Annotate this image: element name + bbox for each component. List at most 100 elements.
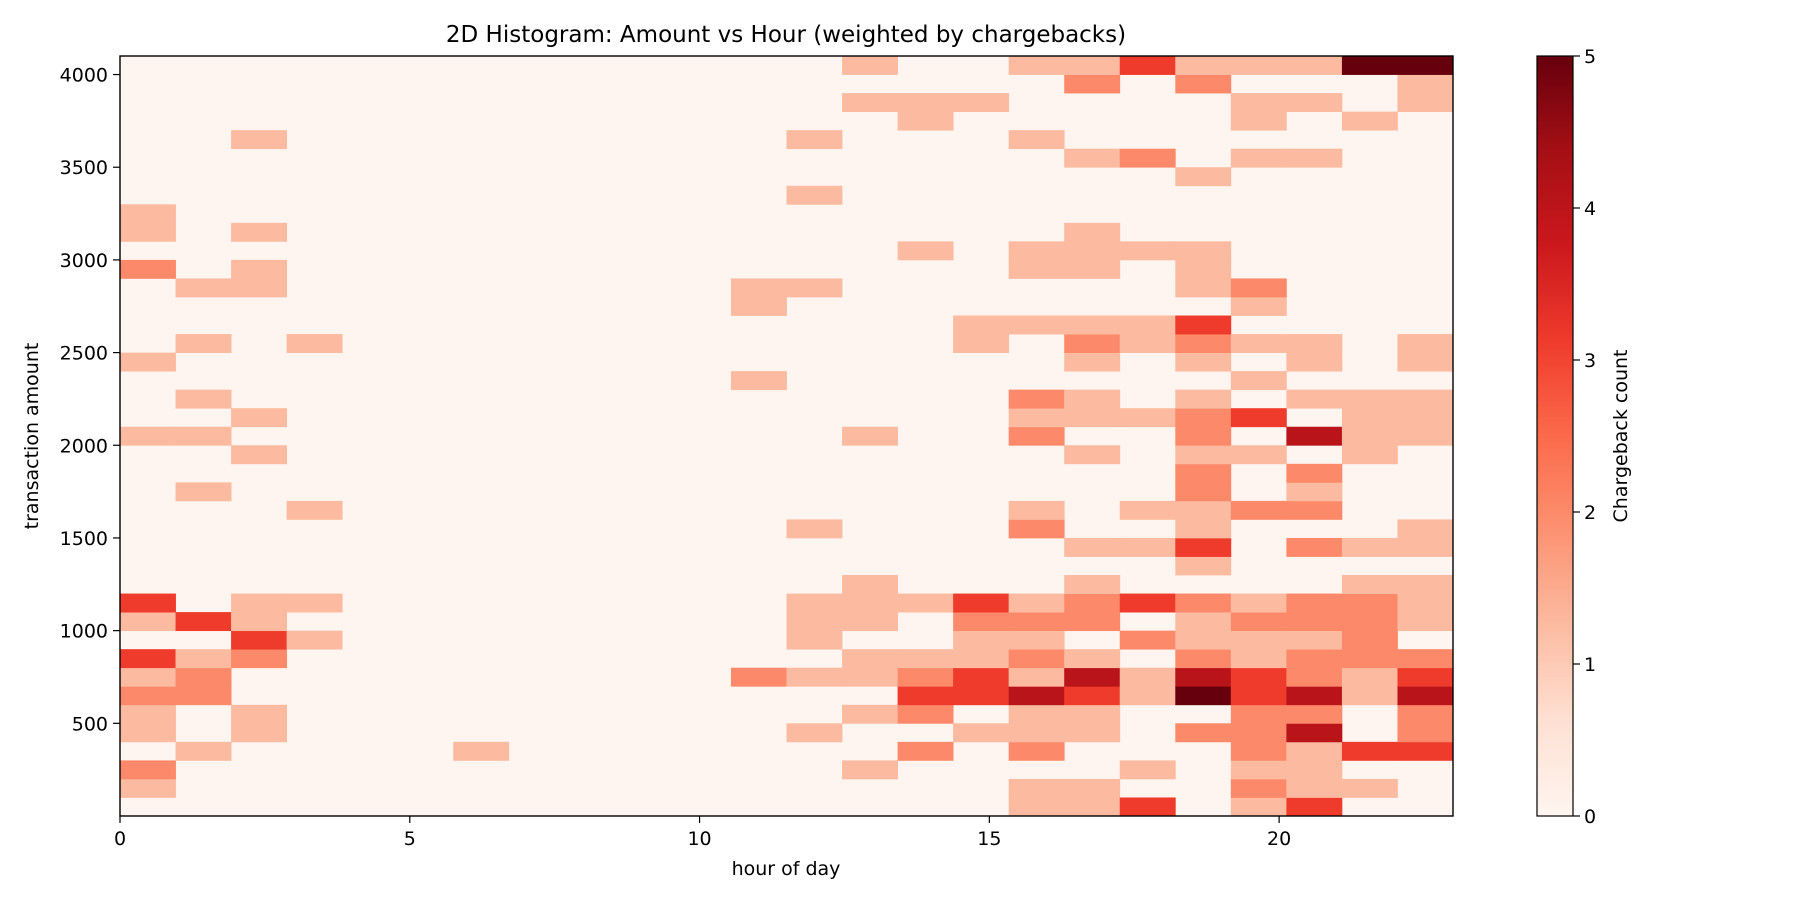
heatmap-cell: [1341, 445, 1398, 465]
heatmap-cell: [1064, 649, 1121, 669]
y-tick-label: 3000: [60, 250, 108, 272]
heatmap-cell: [1064, 593, 1121, 613]
heatmap-cell: [1341, 426, 1398, 446]
heatmap-cell: [786, 630, 843, 650]
heatmap-cell: [1175, 482, 1232, 502]
heatmap-cell: [1175, 315, 1232, 335]
heatmap-cell: [1175, 408, 1232, 428]
heatmap-cell: [1175, 649, 1232, 669]
heatmap-cell: [1397, 74, 1454, 94]
heatmap-cell: [231, 278, 288, 298]
heatmap-cell: [120, 760, 176, 780]
heatmap-cell: [1230, 797, 1287, 817]
heatmap-cell: [1341, 630, 1398, 650]
heatmap-cell: [842, 93, 898, 113]
heatmap-cell: [1230, 148, 1287, 168]
x-tick-label: 5: [404, 828, 416, 850]
y-tick-label: 1000: [60, 621, 108, 643]
heatmap-cell: [1119, 630, 1176, 650]
heatmap-cell: [897, 241, 954, 261]
heatmap-cell: [1230, 741, 1287, 761]
heatmap-cell: [1286, 723, 1343, 743]
colorbar-gradient: [1536, 55, 1574, 817]
heatmap-cell: [1008, 259, 1065, 279]
chart-title: 2D Histogram: Amount vs Hour (weighted b…: [446, 22, 1126, 48]
heatmap-cell: [730, 667, 787, 687]
x-tick-label: 20: [1267, 828, 1291, 850]
heatmap-cell: [1286, 426, 1343, 446]
heatmap-cell: [842, 704, 898, 724]
heatmap-cell: [1175, 278, 1232, 298]
heatmap-cell: [286, 630, 343, 650]
heatmap-cell: [1286, 93, 1343, 113]
heatmap-cell: [1008, 519, 1065, 539]
heatmap-cell: [730, 278, 787, 298]
heatmap-cell: [1175, 167, 1232, 187]
heatmap-cell: [120, 259, 176, 279]
heatmap-cell: [1341, 408, 1398, 428]
heatmap-cell: [1119, 315, 1176, 335]
heatmap-cells: [120, 56, 1454, 817]
heatmap-cell: [1175, 667, 1232, 687]
heatmap-cell: [1119, 408, 1176, 428]
heatmap-cell: [175, 482, 232, 502]
heatmap-cell: [1175, 352, 1232, 372]
heatmap-cell: [1064, 148, 1121, 168]
heatmap-cell: [1008, 723, 1065, 743]
colorbar-tick-label: 1: [1584, 654, 1596, 676]
y-tick-label: 2000: [60, 435, 108, 457]
heatmap-cell: [175, 612, 232, 632]
heatmap-cell: [897, 704, 954, 724]
heatmap-cell: [842, 56, 898, 75]
heatmap-cell: [1230, 723, 1287, 743]
heatmap-cell: [175, 686, 232, 706]
heatmap-cell: [1119, 537, 1176, 557]
heatmap-cell: [1119, 593, 1176, 613]
heatmap-cell: [1397, 704, 1454, 724]
heatmap-cell: [953, 612, 1010, 632]
heatmap-cell: [1175, 593, 1232, 613]
heatmap-cell: [1341, 111, 1398, 131]
heatmap-cell: [730, 296, 787, 316]
heatmap-cell: [120, 778, 176, 798]
heatmap-cell: [1286, 797, 1343, 817]
heatmap-cell: [1064, 612, 1121, 632]
heatmap-cell: [1286, 352, 1343, 372]
heatmap-cell: [1119, 56, 1176, 75]
heatmap-cell: [1397, 519, 1454, 539]
heatmap-cell: [1397, 667, 1454, 687]
heatmap-cell: [842, 760, 898, 780]
heatmap-cell: [1175, 426, 1232, 446]
heatmap-cell: [1064, 667, 1121, 687]
heatmap-cell: [231, 130, 288, 150]
heatmap-cell: [1064, 723, 1121, 743]
heatmap-cell: [1230, 445, 1287, 465]
heatmap-cell: [1064, 334, 1121, 353]
heatmap-cell: [1397, 426, 1454, 446]
heatmap-cell: [175, 389, 232, 409]
heatmap-cell: [1230, 93, 1287, 113]
heatmap-cell: [953, 93, 1010, 113]
heatmap-cell: [1286, 667, 1343, 687]
heatmap-cell: [120, 612, 176, 632]
x-axis-label: hour of day: [732, 858, 841, 880]
x-axis: 0 5 10 15 20: [114, 816, 1291, 850]
heatmap-cell: [231, 630, 288, 650]
x-tick-label: 10: [687, 828, 711, 850]
heatmap-cell: [897, 686, 954, 706]
heatmap-cell: [1064, 56, 1121, 75]
heatmap-cell: [120, 204, 176, 224]
heatmap-cell: [1175, 519, 1232, 539]
heatmap-cell: [786, 612, 843, 632]
heatmap-cell: [1397, 686, 1454, 706]
heatmap-cell: [1008, 426, 1065, 446]
heatmap-cell: [1397, 352, 1454, 372]
heatmap-cell: [1230, 500, 1287, 520]
heatmap-cell: [1397, 93, 1454, 113]
heatmap-cell: [1119, 241, 1176, 261]
heatmap-cell: [1230, 278, 1287, 298]
heatmap-cell: [1175, 74, 1232, 94]
heatmap-cell: [120, 704, 176, 724]
heatmap-cell: [1008, 741, 1065, 761]
